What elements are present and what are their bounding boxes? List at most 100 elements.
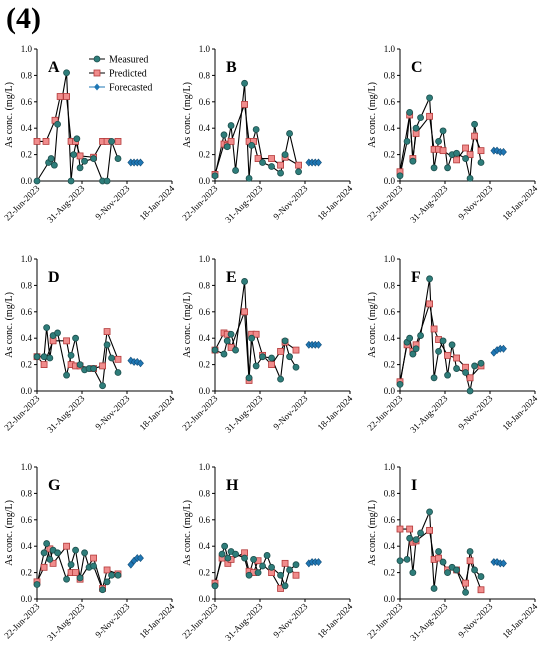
- y-tick-label: 0.8: [384, 280, 396, 290]
- x-tick-label: 31-Aug-2023: [408, 601, 450, 643]
- predicted-marker: [462, 579, 469, 587]
- measured-marker: [254, 569, 262, 576]
- y-tick-label: 0.2: [199, 360, 210, 370]
- y-tick-label: 0.6: [199, 97, 211, 107]
- measured-marker: [33, 581, 41, 588]
- legend-marker-forecasted: [94, 83, 100, 91]
- measured-marker: [453, 149, 460, 157]
- measured-marker: [453, 365, 460, 372]
- y-tick-label: 0.8: [384, 70, 396, 80]
- measured-marker: [466, 387, 474, 395]
- figure-label: (4): [6, 2, 41, 35]
- measured-marker: [72, 334, 79, 342]
- predicted-marker: [477, 147, 485, 155]
- y-tick-label: 0.0: [199, 386, 211, 396]
- predicted-marker: [466, 557, 474, 565]
- predicted-marker: [40, 563, 48, 571]
- panel-i: 0.0 0.2 0.4 0.6 0.8 1.0 22-Jun-2023 31-Aug-2023…: [365, 462, 540, 643]
- y-tick-label: 0.6: [199, 515, 211, 525]
- y-tick-label: 0.2: [21, 150, 32, 160]
- measured-marker: [281, 582, 289, 590]
- y-tick-label: 0.4: [21, 333, 33, 343]
- y-tick-label: 0.6: [21, 307, 33, 317]
- x-tick-label: 22-Jun-2023: [365, 183, 405, 223]
- measured-marker: [70, 151, 78, 159]
- predicted-marker: [63, 337, 70, 345]
- measured-marker: [448, 341, 456, 349]
- x-tick-label: 22-Jun-2023: [365, 393, 405, 433]
- x-tick-label: 9-Nov-2023: [271, 393, 310, 432]
- x-tick-label: 22-Jun-2023: [365, 601, 405, 641]
- x-tick-label: 22-Jun-2023: [2, 393, 42, 433]
- measured-marker: [453, 566, 460, 574]
- panel-letter: H: [226, 477, 239, 494]
- predicted-marker: [99, 362, 106, 370]
- panel-c: 0.0 0.2 0.4 0.6 0.8 1.0 22-Jun-2023 31-Aug-2023…: [365, 44, 540, 225]
- predicted-marker: [76, 152, 84, 160]
- measured-marker: [295, 168, 302, 176]
- measured-marker: [268, 354, 275, 362]
- measured-marker: [227, 122, 235, 129]
- forecasted-marker: [500, 147, 507, 156]
- predicted-marker: [33, 137, 41, 145]
- measured-marker: [103, 177, 111, 185]
- x-tick-label: 9-Nov-2023: [271, 601, 310, 640]
- predicted-marker: [292, 571, 300, 579]
- predicted-marker: [471, 132, 478, 140]
- measured-marker: [103, 578, 111, 586]
- measured-marker: [268, 563, 275, 571]
- y-tick-label: 0.4: [199, 123, 211, 133]
- predicted-marker: [426, 112, 433, 120]
- measured-marker: [250, 556, 257, 563]
- measured-marker: [439, 337, 447, 345]
- measured-marker: [286, 130, 293, 137]
- y-tick-label: 0.0: [384, 594, 396, 604]
- x-tick-label: 31-Aug-2023: [223, 601, 265, 643]
- y-tick-label: 0.8: [199, 488, 211, 498]
- predicted-marker: [114, 355, 122, 363]
- legend-label: Measured: [109, 55, 148, 66]
- measured-marker: [430, 164, 438, 172]
- y-tick-label: 0.0: [384, 176, 396, 186]
- measured-marker: [211, 582, 219, 590]
- predicted-marker: [241, 101, 248, 108]
- measured-marker: [426, 275, 433, 283]
- measured-marker: [54, 549, 61, 557]
- y-tick-label: 1.0: [199, 462, 211, 472]
- x-tick-label: 18-Jan-2024: [316, 393, 355, 432]
- predicted-marker: [439, 147, 447, 155]
- measured-marker: [67, 177, 75, 185]
- predicted-marker: [444, 351, 451, 359]
- y-axis-label: As conc. (mg/L): [367, 500, 378, 566]
- measured-marker: [417, 114, 424, 122]
- panel-g: 0.0 0.2 0.4 0.6 0.8 1.0 22-Jun-2023 31-Aug-2023…: [2, 462, 177, 643]
- measured-marker: [40, 353, 48, 361]
- x-tick-label: 31-Aug-2023: [45, 183, 87, 225]
- measured-marker: [76, 574, 84, 582]
- measured-marker: [406, 108, 414, 116]
- x-tick-label: 31-Aug-2023: [223, 183, 265, 225]
- x-tick-label: 9-Nov-2023: [93, 601, 132, 640]
- y-tick-label: 0.2: [21, 360, 32, 370]
- measured-marker: [245, 571, 253, 579]
- measured-marker: [67, 561, 75, 569]
- measured-marker: [73, 135, 81, 143]
- measured-marker: [50, 161, 58, 169]
- measured-marker: [72, 546, 79, 554]
- y-tick-label: 0.4: [21, 541, 33, 551]
- panel-letter: C: [411, 59, 423, 76]
- measured-marker: [241, 554, 248, 562]
- measured-marker: [426, 508, 433, 516]
- predicted-marker: [254, 155, 262, 162]
- measured-marker: [220, 350, 228, 358]
- y-tick-label: 1.0: [199, 44, 211, 54]
- measured-marker: [232, 167, 239, 174]
- measured-marker: [403, 137, 411, 145]
- y-tick-label: 0.8: [384, 488, 396, 498]
- measured-marker: [430, 374, 438, 382]
- measured-marker: [43, 540, 51, 547]
- measured-marker: [477, 359, 485, 367]
- predicted-marker: [295, 161, 302, 169]
- measured-marker: [286, 566, 293, 574]
- x-tick-label: 9-Nov-2023: [456, 601, 495, 640]
